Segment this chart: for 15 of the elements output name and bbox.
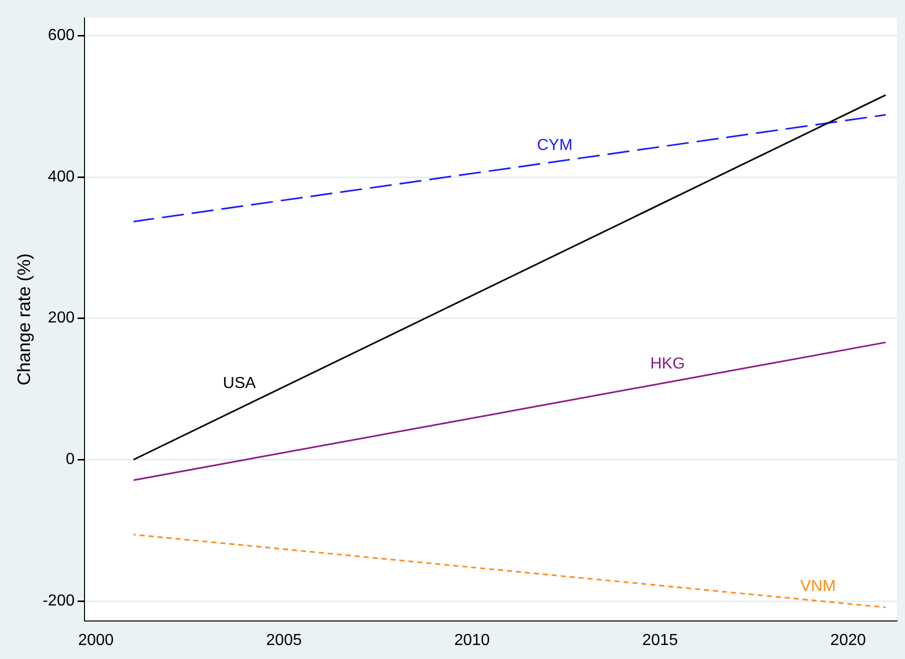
series-label: HKG <box>650 356 685 373</box>
y-tick-label: 0 <box>66 451 75 468</box>
x-tick-label: 2010 <box>454 632 490 649</box>
x-tick-label: 2015 <box>642 632 678 649</box>
y-tick-label: 200 <box>48 310 75 327</box>
y-tick-label: -200 <box>42 592 75 610</box>
y-tick-label: 600 <box>48 27 75 44</box>
x-tick-label: 2000 <box>78 632 114 649</box>
series-label: CYM <box>536 137 573 154</box>
y-tick-label: 400 <box>48 168 75 186</box>
x-tick-label: 2020 <box>830 632 866 649</box>
y-axis-title: Change rate (%) <box>14 253 34 386</box>
x-tick-label: 2005 <box>266 632 302 649</box>
series-label: USA <box>222 375 256 392</box>
series-label: VNM <box>800 578 836 596</box>
